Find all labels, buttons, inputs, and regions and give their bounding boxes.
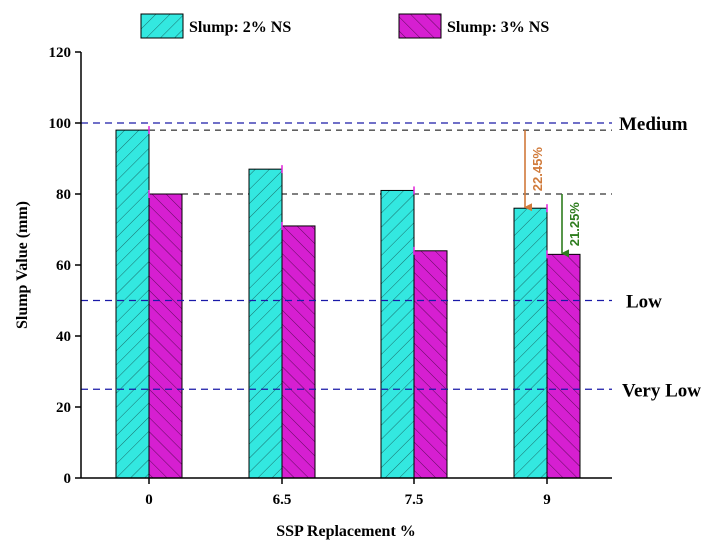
bar-2pct-ns: [115, 129, 150, 479]
y-tick-label: 40: [56, 329, 71, 345]
bar-3pct-ns: [148, 193, 183, 479]
x-ticks: 0 6.5 7.5 9: [145, 478, 551, 508]
x-tick-label: 7.5: [405, 492, 424, 508]
y-tick-label: 20: [56, 400, 71, 416]
y-tick-label: 0: [64, 471, 72, 487]
bar-3pct-ns: [413, 250, 448, 479]
y-ticks: 0 20 40 60 80 100 120: [49, 45, 81, 487]
x-axis-title: SSP Replacement %: [276, 523, 416, 540]
reduction-annotations: 22.45% 21.25%: [524, 130, 582, 258]
y-tick-label: 60: [56, 258, 71, 274]
bar-2pct-ns: [513, 207, 548, 479]
legend-swatch-3pct-ns: [398, 13, 442, 39]
bar-3pct-ns: [546, 253, 581, 479]
y-tick-label: 120: [49, 45, 72, 61]
y-axis-title: Slump Value (mm): [14, 201, 31, 329]
bar-2pct-ns: [380, 189, 415, 479]
bar-2pct-ns: [248, 168, 283, 479]
reduction-percent-label: 22.45%: [530, 147, 545, 192]
reference-label: Very Low: [622, 380, 701, 401]
legend-swatch-2pct-ns: [140, 13, 184, 39]
reference-label: Low: [626, 292, 662, 313]
x-tick-label: 9: [543, 492, 551, 508]
y-tick-label: 80: [56, 187, 71, 203]
legend-label-2pct-ns: Slump: 2% NS: [189, 19, 291, 36]
legend: Slump: 2% NS Slump: 3% NS: [140, 13, 549, 39]
reference-label: Medium: [619, 114, 688, 135]
bars: [115, 126, 581, 479]
bar-3pct-ns: [281, 225, 316, 479]
x-tick-label: 6.5: [273, 492, 292, 508]
y-tick-label: 100: [49, 116, 72, 132]
reference-lines: Medium Low Very Low: [81, 114, 701, 401]
reduction-percent-label: 21.25%: [567, 202, 582, 247]
legend-label-3pct-ns: Slump: 3% NS: [447, 19, 549, 36]
x-tick-label: 0: [145, 492, 153, 508]
